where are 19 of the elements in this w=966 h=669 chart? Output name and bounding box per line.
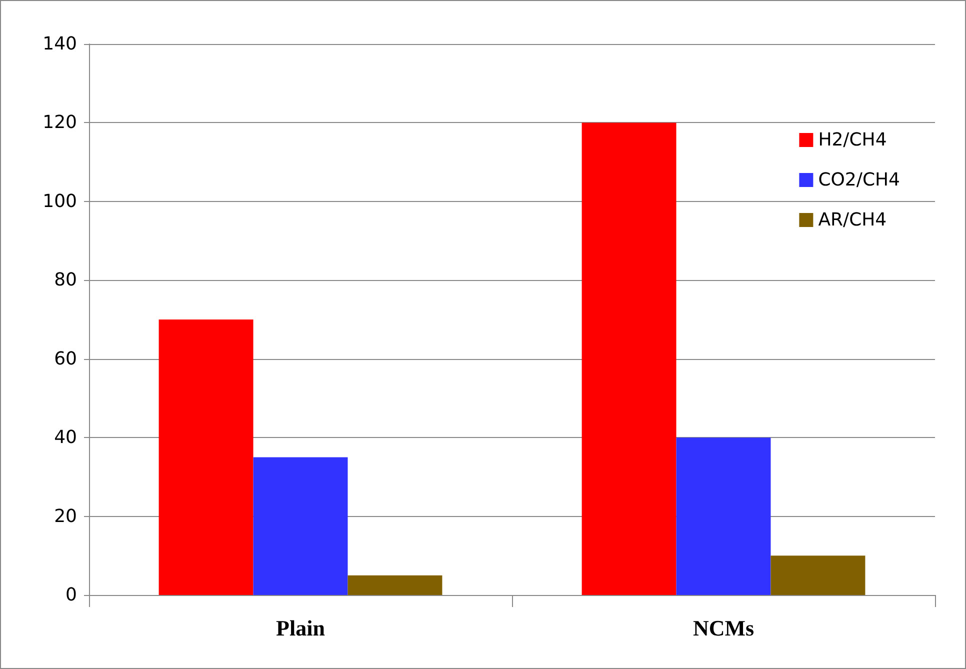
- bar: [158, 320, 254, 595]
- legend-label: AR/CH4: [818, 210, 887, 230]
- bar: [770, 556, 866, 595]
- bar: [676, 438, 771, 595]
- y-tick-label: 100: [42, 190, 77, 212]
- bar: [253, 457, 348, 595]
- y-tick-label: 140: [42, 34, 77, 54]
- x-tick-label: Plain: [276, 616, 325, 640]
- bar: [348, 575, 442, 595]
- y-tick-label: 0: [66, 584, 77, 606]
- bar: [582, 122, 676, 595]
- y-tick-label: 120: [42, 112, 77, 134]
- y-tick-label: 40: [54, 427, 77, 448]
- legend-label: CO2/CH4: [818, 170, 900, 190]
- y-tick-label: 20: [54, 506, 77, 527]
- legend-label: H2/CH4: [818, 130, 887, 150]
- x-tick-label: NCMs: [692, 616, 754, 640]
- y-tick-label: 80: [54, 270, 77, 291]
- y-tick-label: 60: [54, 348, 77, 370]
